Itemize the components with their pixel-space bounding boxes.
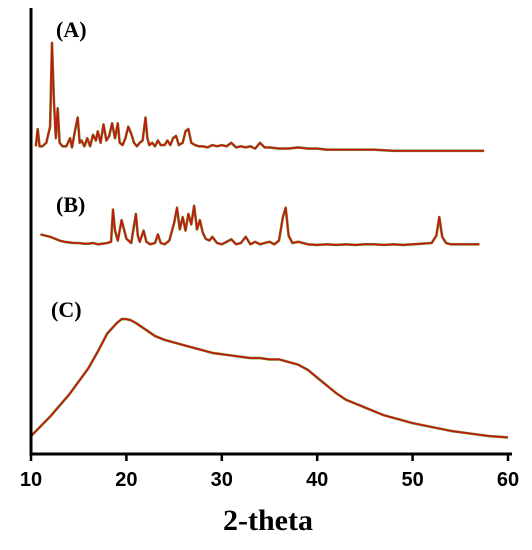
trace-1-shadow: [34, 41, 485, 153]
panel-label-c: (C): [51, 297, 82, 322]
panel-label-b: (B): [56, 192, 85, 217]
trace-2: [40, 205, 480, 246]
x-axis-title: 2-theta: [223, 504, 313, 537]
x-tick-label-30: 30: [211, 469, 233, 491]
trace-3-shadow: [30, 317, 509, 439]
trace-1: [35, 42, 485, 152]
x-tick-label-40: 40: [306, 469, 328, 491]
x-tick-label-20: 20: [115, 469, 137, 491]
x-tick-label-60: 60: [497, 469, 519, 491]
traces-layer: [30, 41, 509, 439]
trace-2-shadow: [40, 204, 480, 247]
panel-label-a: (A): [56, 17, 87, 42]
x-ticks: 10 20 30 40 50 60: [20, 454, 519, 491]
x-tick-label-50: 50: [401, 469, 423, 491]
trace-3: [30, 318, 509, 439]
x-tick-label-10: 10: [20, 469, 42, 491]
